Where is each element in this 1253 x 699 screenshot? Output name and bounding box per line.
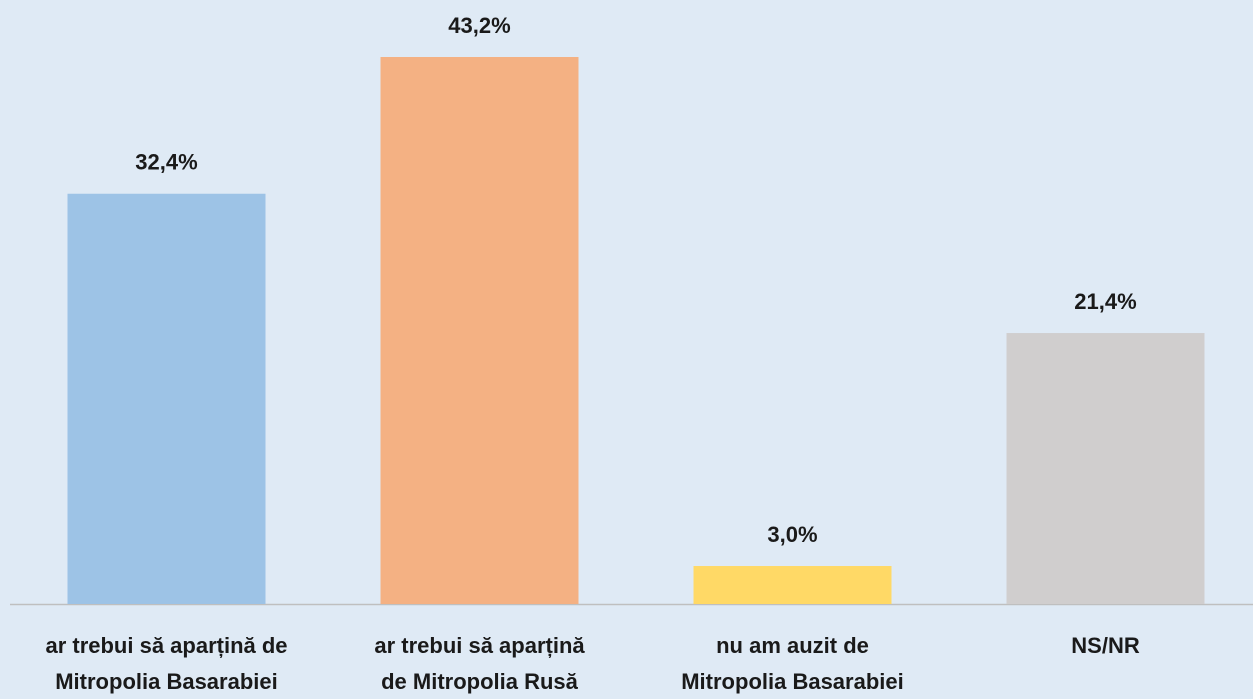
x-tick-label: ar trebui să aparțină de	[45, 633, 287, 658]
bar	[693, 566, 892, 604]
value-label: 21,4%	[1074, 289, 1136, 314]
bar	[1006, 333, 1205, 604]
value-label: 43,2%	[448, 13, 510, 38]
x-tick-label: NS/NR	[1071, 633, 1140, 658]
x-tick-label: de Mitropolia Rusă	[381, 669, 579, 694]
x-tick-label: Mitropolia Basarabiei	[55, 669, 278, 694]
bar	[380, 57, 579, 604]
value-label: 32,4%	[135, 150, 197, 175]
value-label: 3,0%	[767, 522, 817, 547]
x-tick-label: Mitropolia Basarabiei	[681, 669, 904, 694]
bar	[67, 193, 266, 604]
x-tick-label: nu am auzit de	[716, 633, 869, 658]
x-tick-label: ar trebui să aparțină	[374, 633, 585, 658]
